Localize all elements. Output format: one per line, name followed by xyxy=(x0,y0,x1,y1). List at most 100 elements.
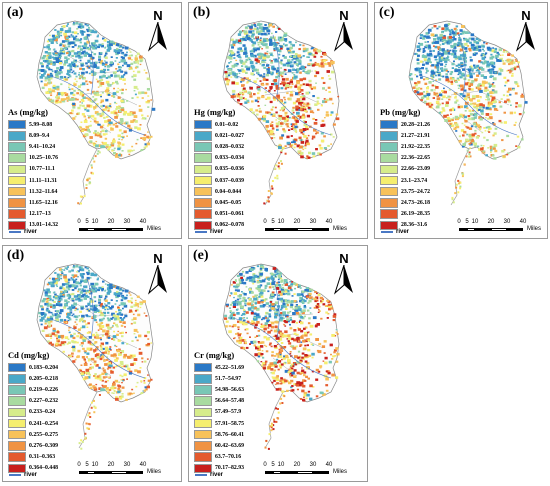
legend-swatch xyxy=(380,164,398,175)
map-panel-c: (c) N Pb (mg/kg) 20.28–21.26 21.27–21.91 21.9… xyxy=(374,2,548,239)
map-panel-e: (e) N Cr (mg/kg) 45.22–51.69 51.7–54.97 54.98… xyxy=(188,245,368,482)
legend-item: 21.27–21.91 xyxy=(380,130,430,141)
legend-swatch xyxy=(194,119,212,130)
legend-label: 58.76–60.41 xyxy=(215,431,244,438)
legend-label: 22.66–23.09 xyxy=(401,166,430,173)
map-panel-d: (d) N Cd (mg/kg) 0.183–0.204 0.205–0.218 0.21… xyxy=(2,245,182,482)
legend-item: 23.75–24.72 xyxy=(380,186,430,197)
legend-swatch xyxy=(194,452,212,462)
legend-swatch xyxy=(8,407,26,418)
legend-label: 24.73–26.18 xyxy=(401,199,430,206)
river-legend: river xyxy=(195,229,223,235)
legend-swatch xyxy=(194,374,212,384)
legend: 20.28–21.26 21.27–21.91 21.92–22.35 22.36–2… xyxy=(380,119,430,231)
legend-label: 56.64–57.48 xyxy=(215,398,244,405)
legend-swatch xyxy=(194,198,212,208)
scale-segment xyxy=(265,228,273,231)
legend-swatch xyxy=(8,142,26,152)
scale-unit: Miles xyxy=(527,226,542,232)
scale-tick: 20 xyxy=(107,219,115,225)
scale-bar: 0 5 10 20 30 40 Miles xyxy=(77,219,169,238)
river-label: river xyxy=(24,472,38,478)
legend-swatch xyxy=(8,429,26,440)
legend-item: 11.11–11.31 xyxy=(8,175,58,186)
scale-tick: 40 xyxy=(325,462,333,468)
legend-item: 54.98–56.63 xyxy=(194,384,244,395)
scale-segment xyxy=(273,228,281,231)
legend-label: 0.051–0.061 xyxy=(215,211,244,218)
legend-item: 0.062–0.078 xyxy=(194,220,244,231)
legend-label: 57.91–58.75 xyxy=(215,420,244,427)
scale-segment xyxy=(127,471,143,474)
legend-swatch xyxy=(8,153,26,163)
scale-tick: 20 xyxy=(293,219,301,225)
north-arrow-icon: N xyxy=(515,9,537,57)
scale-tick: 40 xyxy=(139,219,147,225)
scale-segment xyxy=(313,471,329,474)
scale-segment xyxy=(313,228,329,231)
panel-label: (c) xyxy=(379,5,395,20)
concentration-map xyxy=(222,263,340,450)
legend-item: 11.32–11.64 xyxy=(8,186,58,197)
legend-title: Cd (mg/kg) xyxy=(8,350,50,360)
scale-tick: 5 xyxy=(85,219,89,225)
legend-label: 60.42–63.69 xyxy=(215,442,244,449)
scale-segment xyxy=(297,228,313,231)
river-legend: river xyxy=(381,229,409,235)
legend: 5.99–8.08 8.09–9.4 9.41–10.24 10.25–10.76 10… xyxy=(8,119,58,231)
scale-segment xyxy=(491,228,507,231)
legend-item: 0.035–0.036 xyxy=(194,164,244,175)
river-line-icon xyxy=(195,231,207,233)
legend-label: 0.31–0.363 xyxy=(29,454,56,461)
scale-tick: 40 xyxy=(139,462,147,468)
legend-item: 13.01–14.32 xyxy=(8,220,58,231)
legend-swatch xyxy=(194,153,212,163)
north-label: N xyxy=(339,251,349,266)
legend-item: 21.92–22.35 xyxy=(380,141,430,152)
scale-bar: 0 5 10 20 30 40 Miles xyxy=(457,219,547,238)
legend-item: 0.183–0.204 xyxy=(8,362,58,373)
legend-label: 0.04–0.044 xyxy=(215,188,242,195)
scale-unit: Miles xyxy=(333,226,348,232)
legend-title: Hg (mg/kg) xyxy=(194,107,236,117)
legend-label: 0.028–0.032 xyxy=(215,143,244,150)
legend-item: 0.233–0.24 xyxy=(8,407,58,418)
legend-swatch xyxy=(8,385,26,395)
scale-segment xyxy=(111,228,127,231)
legend-item: 56.64–57.48 xyxy=(194,396,244,407)
scale-segment xyxy=(87,228,95,231)
legend-swatch xyxy=(194,131,212,141)
legend-label: 11.32–11.64 xyxy=(29,188,58,195)
legend-item: 8.09–9.4 xyxy=(8,130,58,141)
legend-label: 10.77–11.1 xyxy=(29,166,55,173)
legend: 45.22–51.69 51.7–54.97 54.98–56.63 56.64–57… xyxy=(194,362,244,474)
legend-item: 0.276–0.309 xyxy=(8,440,58,451)
north-label: N xyxy=(153,8,163,23)
scale-segment xyxy=(95,228,111,231)
scale-bar: 0 5 10 20 30 40 Miles xyxy=(263,462,355,481)
scale-segment xyxy=(475,228,491,231)
legend-label: 51.7–54.97 xyxy=(215,375,242,382)
panel-label: (a) xyxy=(7,5,24,20)
scale-tick: 30 xyxy=(123,219,131,225)
legend-swatch xyxy=(380,142,398,152)
scale-tick: 0 xyxy=(77,462,81,468)
legend-item: 10.25–10.76 xyxy=(8,153,58,164)
legend-item: 9.41–10.24 xyxy=(8,141,58,152)
legend-item: 5.99–8.08 xyxy=(8,119,58,130)
legend-swatch xyxy=(194,175,212,186)
river-label: river xyxy=(24,229,38,235)
legend-label: 23.1–23.74 xyxy=(401,177,428,184)
legend-swatch xyxy=(380,220,398,231)
scale-tick: 0 xyxy=(457,219,461,225)
legend-label: 70.17–82.93 xyxy=(215,465,244,472)
river-line-icon xyxy=(9,231,21,233)
legend-label: 11.65–12.16 xyxy=(29,199,58,206)
legend-swatch xyxy=(8,452,26,462)
river-legend: river xyxy=(9,229,37,235)
scale-unit: Miles xyxy=(333,469,348,475)
scale-tick: 10 xyxy=(277,219,285,225)
legend-item: 0.051–0.061 xyxy=(194,209,244,220)
legend-swatch xyxy=(8,396,26,406)
legend-item: 0.227–0.232 xyxy=(8,396,58,407)
